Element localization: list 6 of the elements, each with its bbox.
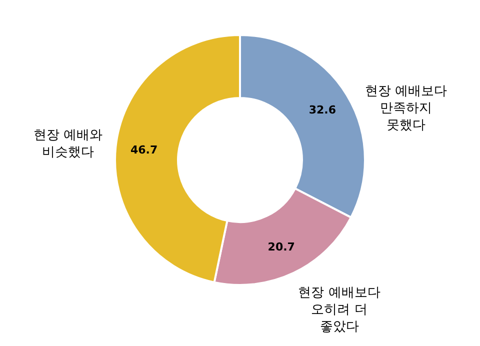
slice-label: 현장 예배와 비슷했다: [33, 128, 102, 160]
slice-label: 현장 예배보다 만족하지 못했다: [365, 84, 448, 133]
data-label: 46.7: [130, 144, 158, 157]
slice-label: 현장 예배보다 오히려 더 좋았다: [298, 285, 380, 334]
data-label: 20.7: [268, 240, 295, 254]
data-label: 32.6: [308, 103, 336, 116]
